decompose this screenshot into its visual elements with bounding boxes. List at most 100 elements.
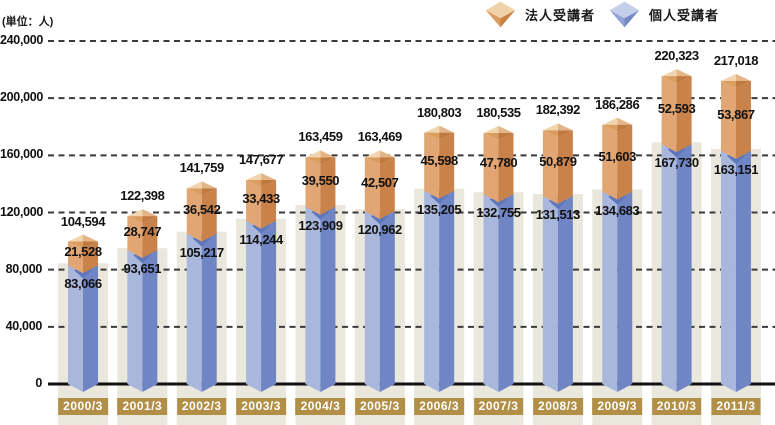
- bar-segment-corporate: [735, 80, 751, 159]
- bar-cap: [201, 181, 217, 189]
- bar-cap: [186, 181, 202, 189]
- bar-cap: [127, 209, 143, 217]
- bar-segment-individual: [83, 265, 98, 392]
- bar-cap: [720, 73, 736, 81]
- bar-cap: [439, 125, 455, 133]
- unit-label: (単位：人): [2, 16, 54, 28]
- bar-cap: [364, 157, 380, 165]
- bar-segment-individual: [320, 206, 336, 392]
- bar-segment-individual: [424, 190, 440, 392]
- bar-cap: [542, 123, 558, 131]
- legend: 法人受講者 個人受講者: [485, 1, 733, 28]
- bar-cap: [68, 241, 83, 249]
- bar-cap: [439, 132, 455, 140]
- bar-cap: [557, 123, 573, 131]
- bar-cap: [201, 188, 217, 196]
- bar-segment-corporate: [379, 157, 395, 220]
- bar-segment-individual: [186, 233, 202, 392]
- bar-segment-individual: [439, 190, 455, 392]
- bar-cap: [483, 132, 499, 140]
- bar-cap: [68, 234, 83, 242]
- bar-segment-individual: [602, 191, 618, 392]
- bar-cap: [364, 150, 380, 158]
- bar-cap: [186, 188, 202, 196]
- bar-cap: [424, 125, 440, 133]
- bar-cap: [602, 117, 618, 125]
- bar-segment-corporate: [439, 132, 455, 199]
- bar-cap: [246, 179, 262, 187]
- cube-icon-corporate: [485, 1, 516, 28]
- bar-cap: [142, 209, 158, 217]
- bar-cap: [661, 76, 677, 84]
- cube-icon-individual-top-face: [609, 1, 640, 19]
- bar-segment-corporate: [542, 130, 558, 205]
- bar-cap: [602, 124, 618, 132]
- bar-cap: [498, 125, 514, 133]
- bar-cap: [424, 132, 440, 140]
- bar-segment-individual: [720, 150, 736, 392]
- cube-icon-individual-right-face: [624, 10, 640, 28]
- bar-segment-individual: [364, 211, 380, 392]
- bar-segment-corporate: [201, 188, 217, 242]
- bar-cap: [320, 157, 336, 165]
- bar-segment-individual: [661, 144, 677, 392]
- bar-segment-individual: [246, 220, 262, 392]
- bar-segment-individual: [735, 150, 751, 392]
- cube-icon-corporate-top-face: [485, 1, 516, 19]
- bar-cap: [735, 80, 751, 88]
- legend-item: 法人受講者: [485, 1, 595, 28]
- bar-segment-corporate: [498, 132, 514, 203]
- bar-segment-corporate: [305, 157, 321, 215]
- legend-label: 法人受講者: [525, 8, 596, 23]
- bar-cap: [557, 130, 573, 138]
- bar-cap: [127, 216, 143, 224]
- bar-segment-individual: [498, 194, 514, 392]
- bar-segment-individual: [305, 206, 321, 392]
- bar-cap: [320, 150, 336, 158]
- bar-segment-individual: [379, 211, 395, 392]
- bar-segment-corporate: [483, 132, 499, 203]
- bar-segment-individual: [483, 194, 499, 392]
- bar-segment-corporate: [142, 216, 158, 259]
- bar-cap: [617, 124, 633, 132]
- bar-segment-corporate: [720, 80, 736, 159]
- bar-segment-individual: [201, 233, 217, 392]
- bar-cap: [676, 69, 692, 77]
- bar-cap: [735, 73, 751, 81]
- bar-segment-individual: [68, 265, 83, 392]
- bar-cap: [542, 130, 558, 138]
- bar-segment-corporate: [127, 216, 143, 259]
- bar-segment-corporate: [557, 130, 573, 205]
- bar-cap: [379, 150, 395, 158]
- bar-segment-individual: [676, 144, 692, 392]
- cube-icon-individual: [609, 1, 640, 28]
- bar-cap: [83, 234, 98, 242]
- bar-cap: [498, 132, 514, 140]
- bar-cap: [676, 76, 692, 84]
- bar-cap: [261, 172, 277, 180]
- bar-segment-individual: [127, 250, 143, 392]
- bar-segment-corporate: [83, 241, 98, 274]
- bar-segment-individual: [557, 196, 573, 392]
- bar-segment-corporate: [246, 179, 262, 229]
- bar-cap: [142, 216, 158, 224]
- bar-segment-corporate: [602, 124, 618, 200]
- bar-segment-individual: [261, 220, 277, 392]
- bar-cap: [305, 150, 321, 158]
- bar-cap: [305, 157, 321, 165]
- bar-segment-corporate: [261, 179, 277, 229]
- bar-cap: [720, 80, 736, 88]
- bar-cap: [246, 172, 262, 180]
- bar-cap: [617, 117, 633, 125]
- bar-cap: [261, 179, 277, 187]
- bar-segment-corporate: [424, 132, 440, 199]
- bar-cap: [483, 125, 499, 133]
- legend-item: 個人受講者: [609, 1, 719, 28]
- cube-icon-corporate-right-face: [500, 10, 516, 28]
- bar-segment-corporate: [68, 241, 83, 274]
- bar-segment-corporate: [676, 76, 692, 153]
- bar-segment-corporate: [617, 124, 633, 200]
- bar-segment-corporate: [661, 76, 677, 153]
